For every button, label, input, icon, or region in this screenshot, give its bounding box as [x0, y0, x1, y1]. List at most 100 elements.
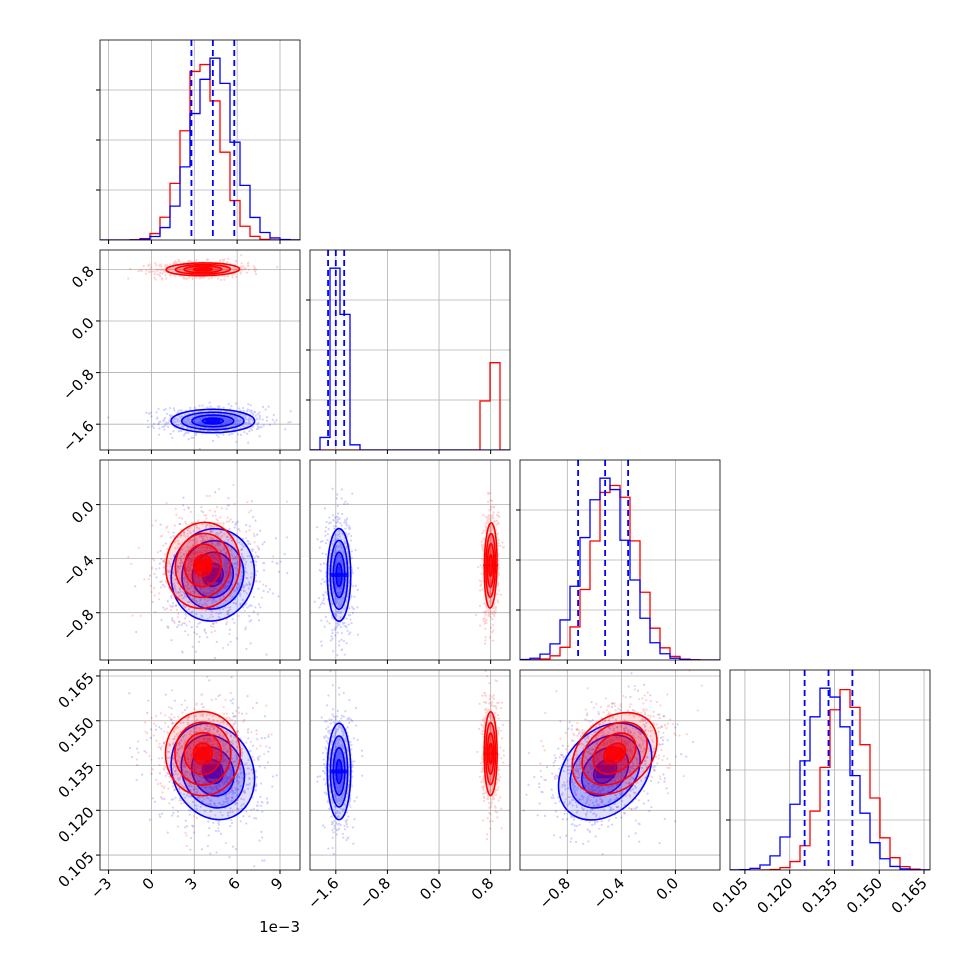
scatter-point: [317, 597, 321, 600]
scatter-point: [172, 561, 176, 564]
scatter-point: [208, 277, 211, 280]
scatter-point: [491, 540, 494, 544]
scatter-point: [351, 611, 354, 615]
scatter-point: [215, 557, 218, 560]
scatter-point: [335, 521, 338, 524]
scatter-point: [235, 740, 238, 743]
scatter-point: [337, 530, 340, 533]
scatter-point: [170, 270, 174, 273]
scatter-point: [289, 410, 292, 413]
scatter-point: [224, 569, 228, 572]
scatter-point: [230, 539, 234, 542]
scatter-point: [195, 808, 198, 811]
scatter-point: [224, 418, 227, 421]
scatter-point: [243, 609, 246, 612]
scatter-point: [225, 779, 228, 782]
scatter-point: [170, 558, 173, 561]
scatter-point: [351, 572, 354, 575]
scatter-point: [334, 539, 337, 542]
scatter-point: [195, 539, 198, 542]
scatter-point: [211, 788, 214, 791]
scatter-point: [219, 551, 222, 555]
scatter-point: [489, 508, 492, 511]
scatter-point: [225, 551, 228, 555]
scatter-point: [241, 586, 244, 589]
scatter-point: [230, 769, 233, 772]
scatter-point: [222, 594, 225, 597]
scatter-point: [210, 625, 213, 628]
scatter-point: [485, 604, 488, 607]
scatter-point: [178, 416, 182, 419]
scatter-point: [205, 525, 208, 528]
scatter-point: [187, 795, 191, 798]
scatter-point: [322, 599, 325, 602]
scatter-point: [178, 268, 181, 271]
scatter-point: [489, 548, 492, 551]
scatter-point: [237, 582, 240, 585]
scatter-point: [491, 612, 494, 615]
scatter-point: [184, 709, 187, 712]
scatter-point: [172, 450, 174, 452]
scatter-point: [203, 547, 206, 550]
scatter-point: [183, 765, 186, 768]
scatter-point: [235, 779, 239, 782]
histogram-series-1: [310, 362, 510, 450]
scatter-point: [188, 557, 191, 560]
scatter-point: [185, 588, 188, 591]
scatter-point: [211, 607, 214, 610]
scatter-point: [173, 269, 176, 272]
scatter-point: [196, 551, 199, 554]
scatter-point: [182, 721, 185, 724]
scatter-point: [246, 410, 249, 413]
scatter-point: [164, 424, 167, 427]
scatter-point: [223, 560, 226, 563]
scatter-point: [338, 555, 341, 558]
scatter-point: [247, 767, 250, 770]
scatter-point: [224, 572, 227, 575]
scatter-point: [184, 535, 187, 538]
scatter-point: [345, 524, 348, 527]
scatter-point: [173, 699, 176, 702]
scatter-point: [212, 540, 215, 543]
scatter-point: [166, 831, 169, 834]
scatter-point: [220, 575, 223, 578]
scatter-point: [195, 582, 199, 585]
scatter-point: [240, 754, 243, 758]
scatter-point: [245, 822, 248, 825]
scatter-point: [489, 597, 492, 601]
scatter-point: [235, 555, 238, 558]
scatter-point: [162, 573, 165, 576]
scatter-point: [191, 277, 194, 281]
scatter-point: [247, 783, 250, 786]
scatter-point: [234, 427, 237, 431]
scatter-point: [241, 266, 244, 269]
scatter-point: [324, 530, 327, 533]
scatter-point: [162, 741, 165, 745]
scatter-point: [255, 560, 258, 563]
scatter-point: [189, 268, 192, 271]
scatter-point: [171, 601, 175, 605]
scatter-point: [212, 586, 215, 590]
scatter-point: [195, 526, 199, 529]
scatter-point: [337, 553, 340, 557]
scatter-point: [491, 514, 494, 517]
scatter-point: [242, 802, 245, 805]
scatter-point: [234, 848, 237, 851]
scatter-point: [215, 267, 218, 270]
scatter-point: [184, 413, 187, 417]
scatter-point: [170, 595, 173, 598]
scatter-point: [202, 276, 205, 279]
scatter-point: [172, 620, 175, 623]
scatter-point: [157, 598, 161, 601]
scatter-point: [226, 584, 229, 588]
scatter-point: [262, 561, 265, 565]
scatter-point: [275, 561, 278, 565]
scatter-point: [191, 580, 195, 583]
scatter-point: [231, 789, 234, 793]
scatter-point: [234, 788, 238, 791]
scatter-point: [152, 426, 155, 430]
scatter-point: [264, 408, 267, 411]
scatter-point: [348, 632, 351, 636]
scatter-point: [224, 410, 227, 413]
scatter-point: [341, 549, 345, 552]
